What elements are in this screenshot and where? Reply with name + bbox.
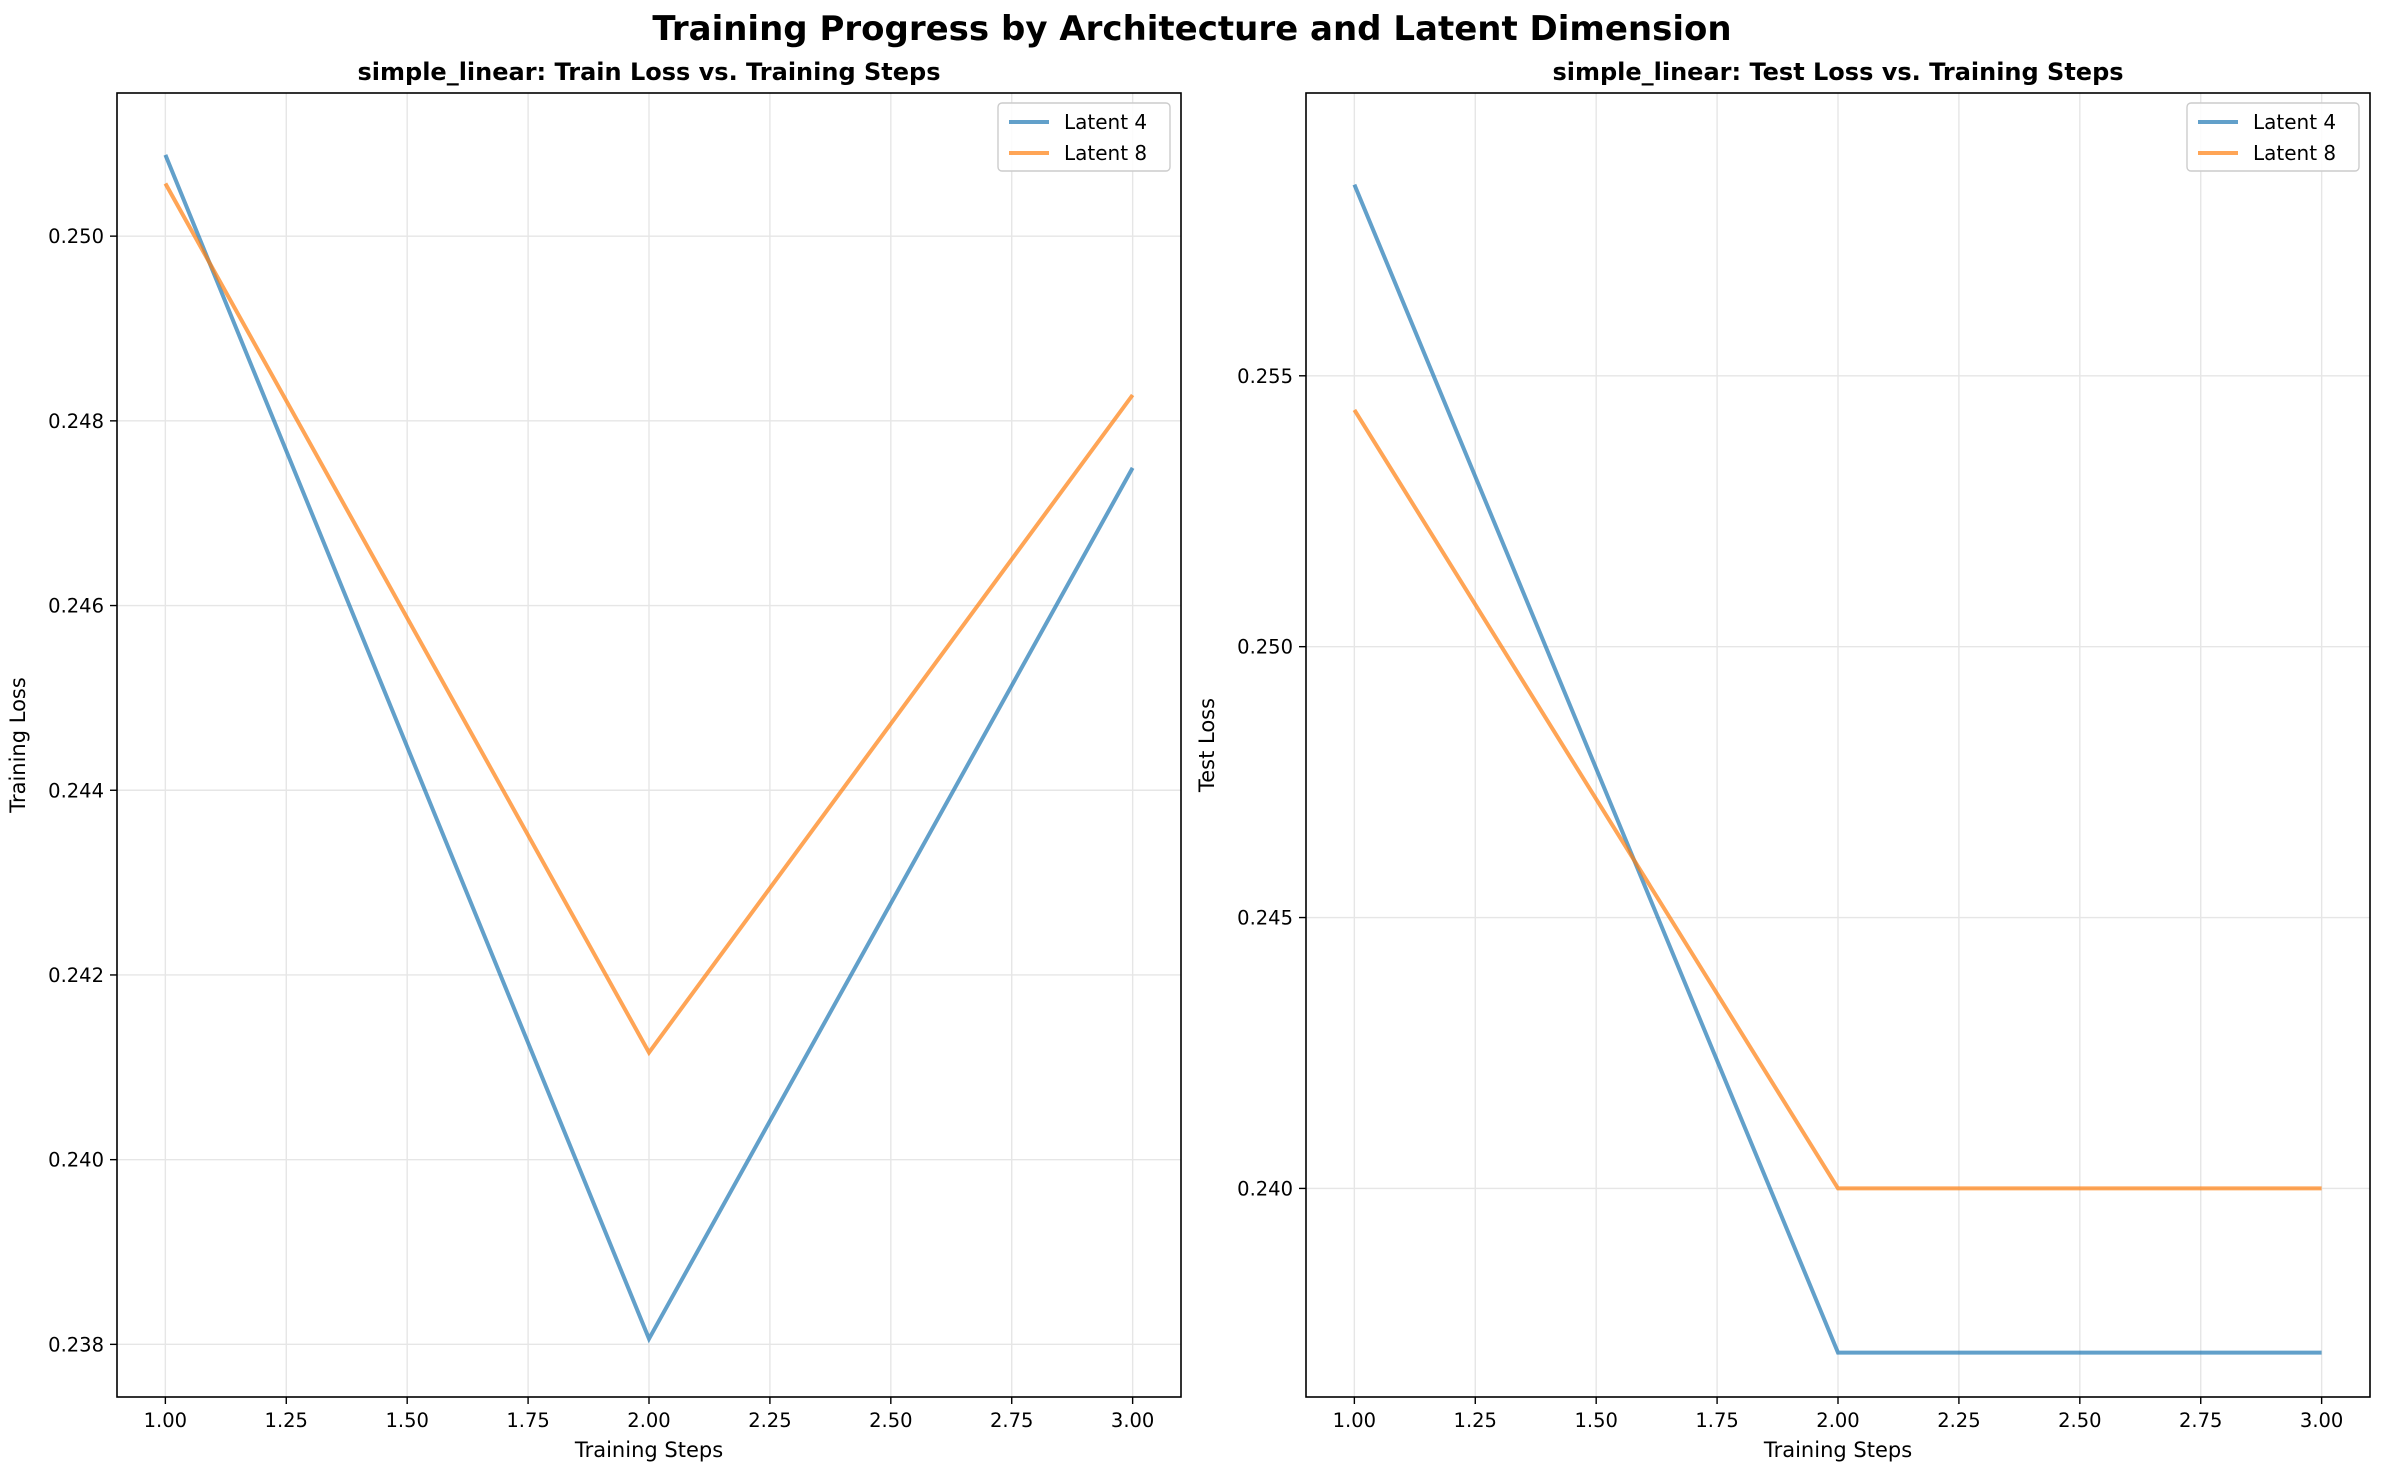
x-tick-label: 1.25 [1454,1409,1497,1432]
y-tick-label: 0.242 [48,964,104,987]
series-line-latent-8 [1352,408,2322,1191]
x-tick-label: 1.50 [1574,1409,1617,1432]
x-axis-label: Training Steps [1763,1438,1912,1462]
y-tick-label: 0.245 [1237,907,1293,930]
axes-title: simple_linear: Train Loss vs. Training S… [358,58,941,86]
y-axis-label: Test Loss [1195,698,1219,793]
x-tick-label: 1.25 [265,1409,308,1432]
legend-label: Latent 8 [1064,141,1147,165]
figure-suptitle: Training Progress by Architecture and La… [652,9,1731,49]
legend-label: Latent 4 [2253,110,2336,134]
x-tick-label: 2.00 [627,1409,670,1432]
y-tick-label: 0.238 [48,1333,104,1356]
y-tick-label: 0.250 [48,225,104,248]
series-line-latent-4 [1352,183,2322,1355]
legend: Latent 4 Latent 8 [2186,102,2360,172]
y-tick-label: 0.246 [48,595,104,618]
x-tick-label: 2.50 [869,1409,912,1432]
y-axis-label: Training Loss [6,677,30,814]
x-tick-label: 2.50 [2058,1409,2101,1432]
y-tick-label: 0.240 [48,1149,104,1172]
x-tick-label: 1.75 [506,1409,549,1432]
x-tick-label: 3.00 [2300,1409,2343,1432]
x-tick-label: 2.00 [1816,1409,1859,1432]
y-tick-label: 0.248 [48,410,104,433]
x-tick-label: 2.25 [748,1409,791,1432]
y-tick-label: 0.244 [48,779,104,802]
x-tick-label: 2.75 [2179,1409,2222,1432]
legend-label: Latent 8 [2253,141,2336,165]
y-tick-label: 0.255 [1237,365,1293,388]
x-tick-label: 1.50 [385,1409,428,1432]
x-tick-label: 1.00 [144,1409,187,1432]
x-axis-label: Training Steps [574,1438,723,1462]
legend: Latent 4 Latent 8 [997,102,1171,172]
x-tick-label: 3.00 [1111,1409,1154,1432]
x-tick-label: 2.75 [990,1409,1033,1432]
x-tick-label: 1.00 [1333,1409,1376,1432]
series-line-latent-8 [163,182,1135,1057]
y-tick-label: 0.240 [1237,1177,1293,1200]
test-loss-panel: 1.00 1.25 1.50 1.75 2.00 2.25 2.50 2.75 3.00 0.24… [1195,58,2371,1462]
x-tick-label: 2.25 [1937,1409,1980,1432]
train-loss-panel: 1.00 1.25 1.50 1.75 2.00 2.25 2.50 2.75 3.00 0.23… [6,58,1182,1462]
axes-title: simple_linear: Test Loss vs. Training St… [1552,58,2123,86]
y-tick-label: 0.250 [1237,636,1293,659]
series-line-latent-4 [163,154,1135,1344]
legend-label: Latent 4 [1064,110,1147,134]
x-tick-label: 1.75 [1695,1409,1738,1432]
